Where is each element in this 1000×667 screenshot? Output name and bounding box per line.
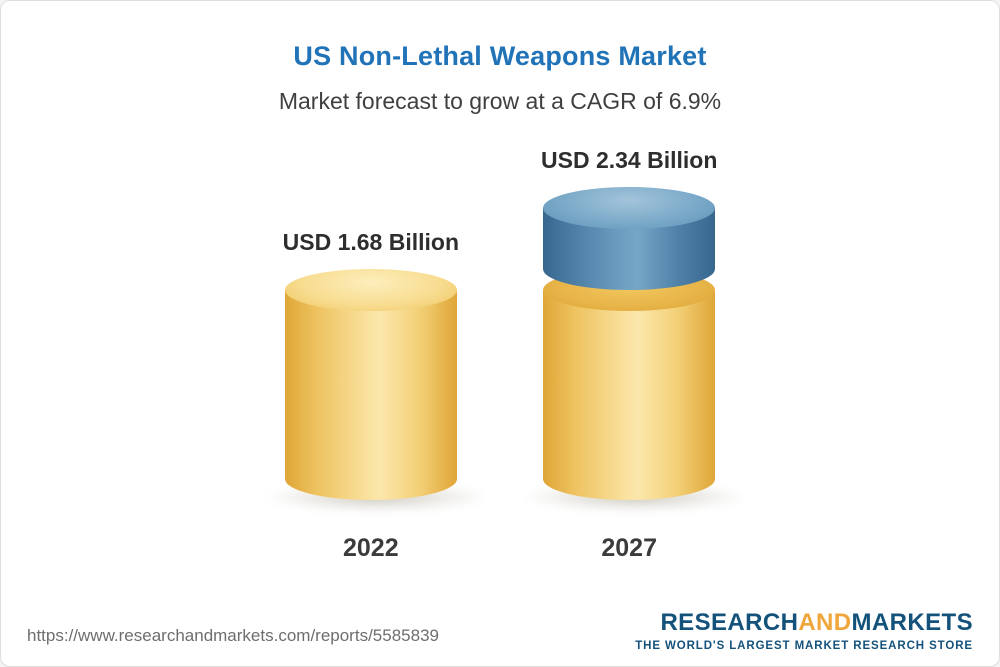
category-label-2027: 2027 [601,534,657,562]
logo-wordmark: RESEARCHANDMARKETS [635,609,973,637]
bar-chart: USD 1.68 Billion 2022 USD 2.34 Billion [1,131,999,563]
logo-word-markets: MARKETS [851,609,973,636]
cylinder-top-cap [543,186,716,229]
value-label-2027: USD 2.34 Billion [541,146,718,173]
category-label-2022: 2022 [343,534,399,562]
chart-header: US Non-Lethal Weapons Market Market fore… [1,1,999,115]
page-title: US Non-Lethal Weapons Market [293,41,707,71]
cylinder-2022 [266,269,487,512]
report-url: https://www.researchandmarkets.com/repor… [27,626,439,645]
researchandmarkets-logo: RESEARCHANDMARKETS THE WORLD'S LARGEST M… [635,609,973,652]
page-subtitle: Market forecast to grow at a CAGR of 6.9… [278,88,722,114]
cylinder-2027 [525,186,746,512]
logo-word-and: AND [798,609,852,636]
bar-segment-2022-base [284,269,457,500]
cylinder-top-cap [284,269,457,311]
bar-group-2022: USD 1.68 Billion 2022 [266,229,487,563]
value-label-2022: USD 1.68 Billion [282,229,459,255]
bar-segment-2027-base [543,269,716,500]
logo-word-research: RESEARCH [660,609,799,636]
bar-segment-2027-growth [543,186,716,290]
bar-group-2027: USD 2.34 Billion 2027 [525,146,746,564]
logo-tagline: THE WORLD'S LARGEST MARKET RESEARCH STOR… [635,640,973,652]
